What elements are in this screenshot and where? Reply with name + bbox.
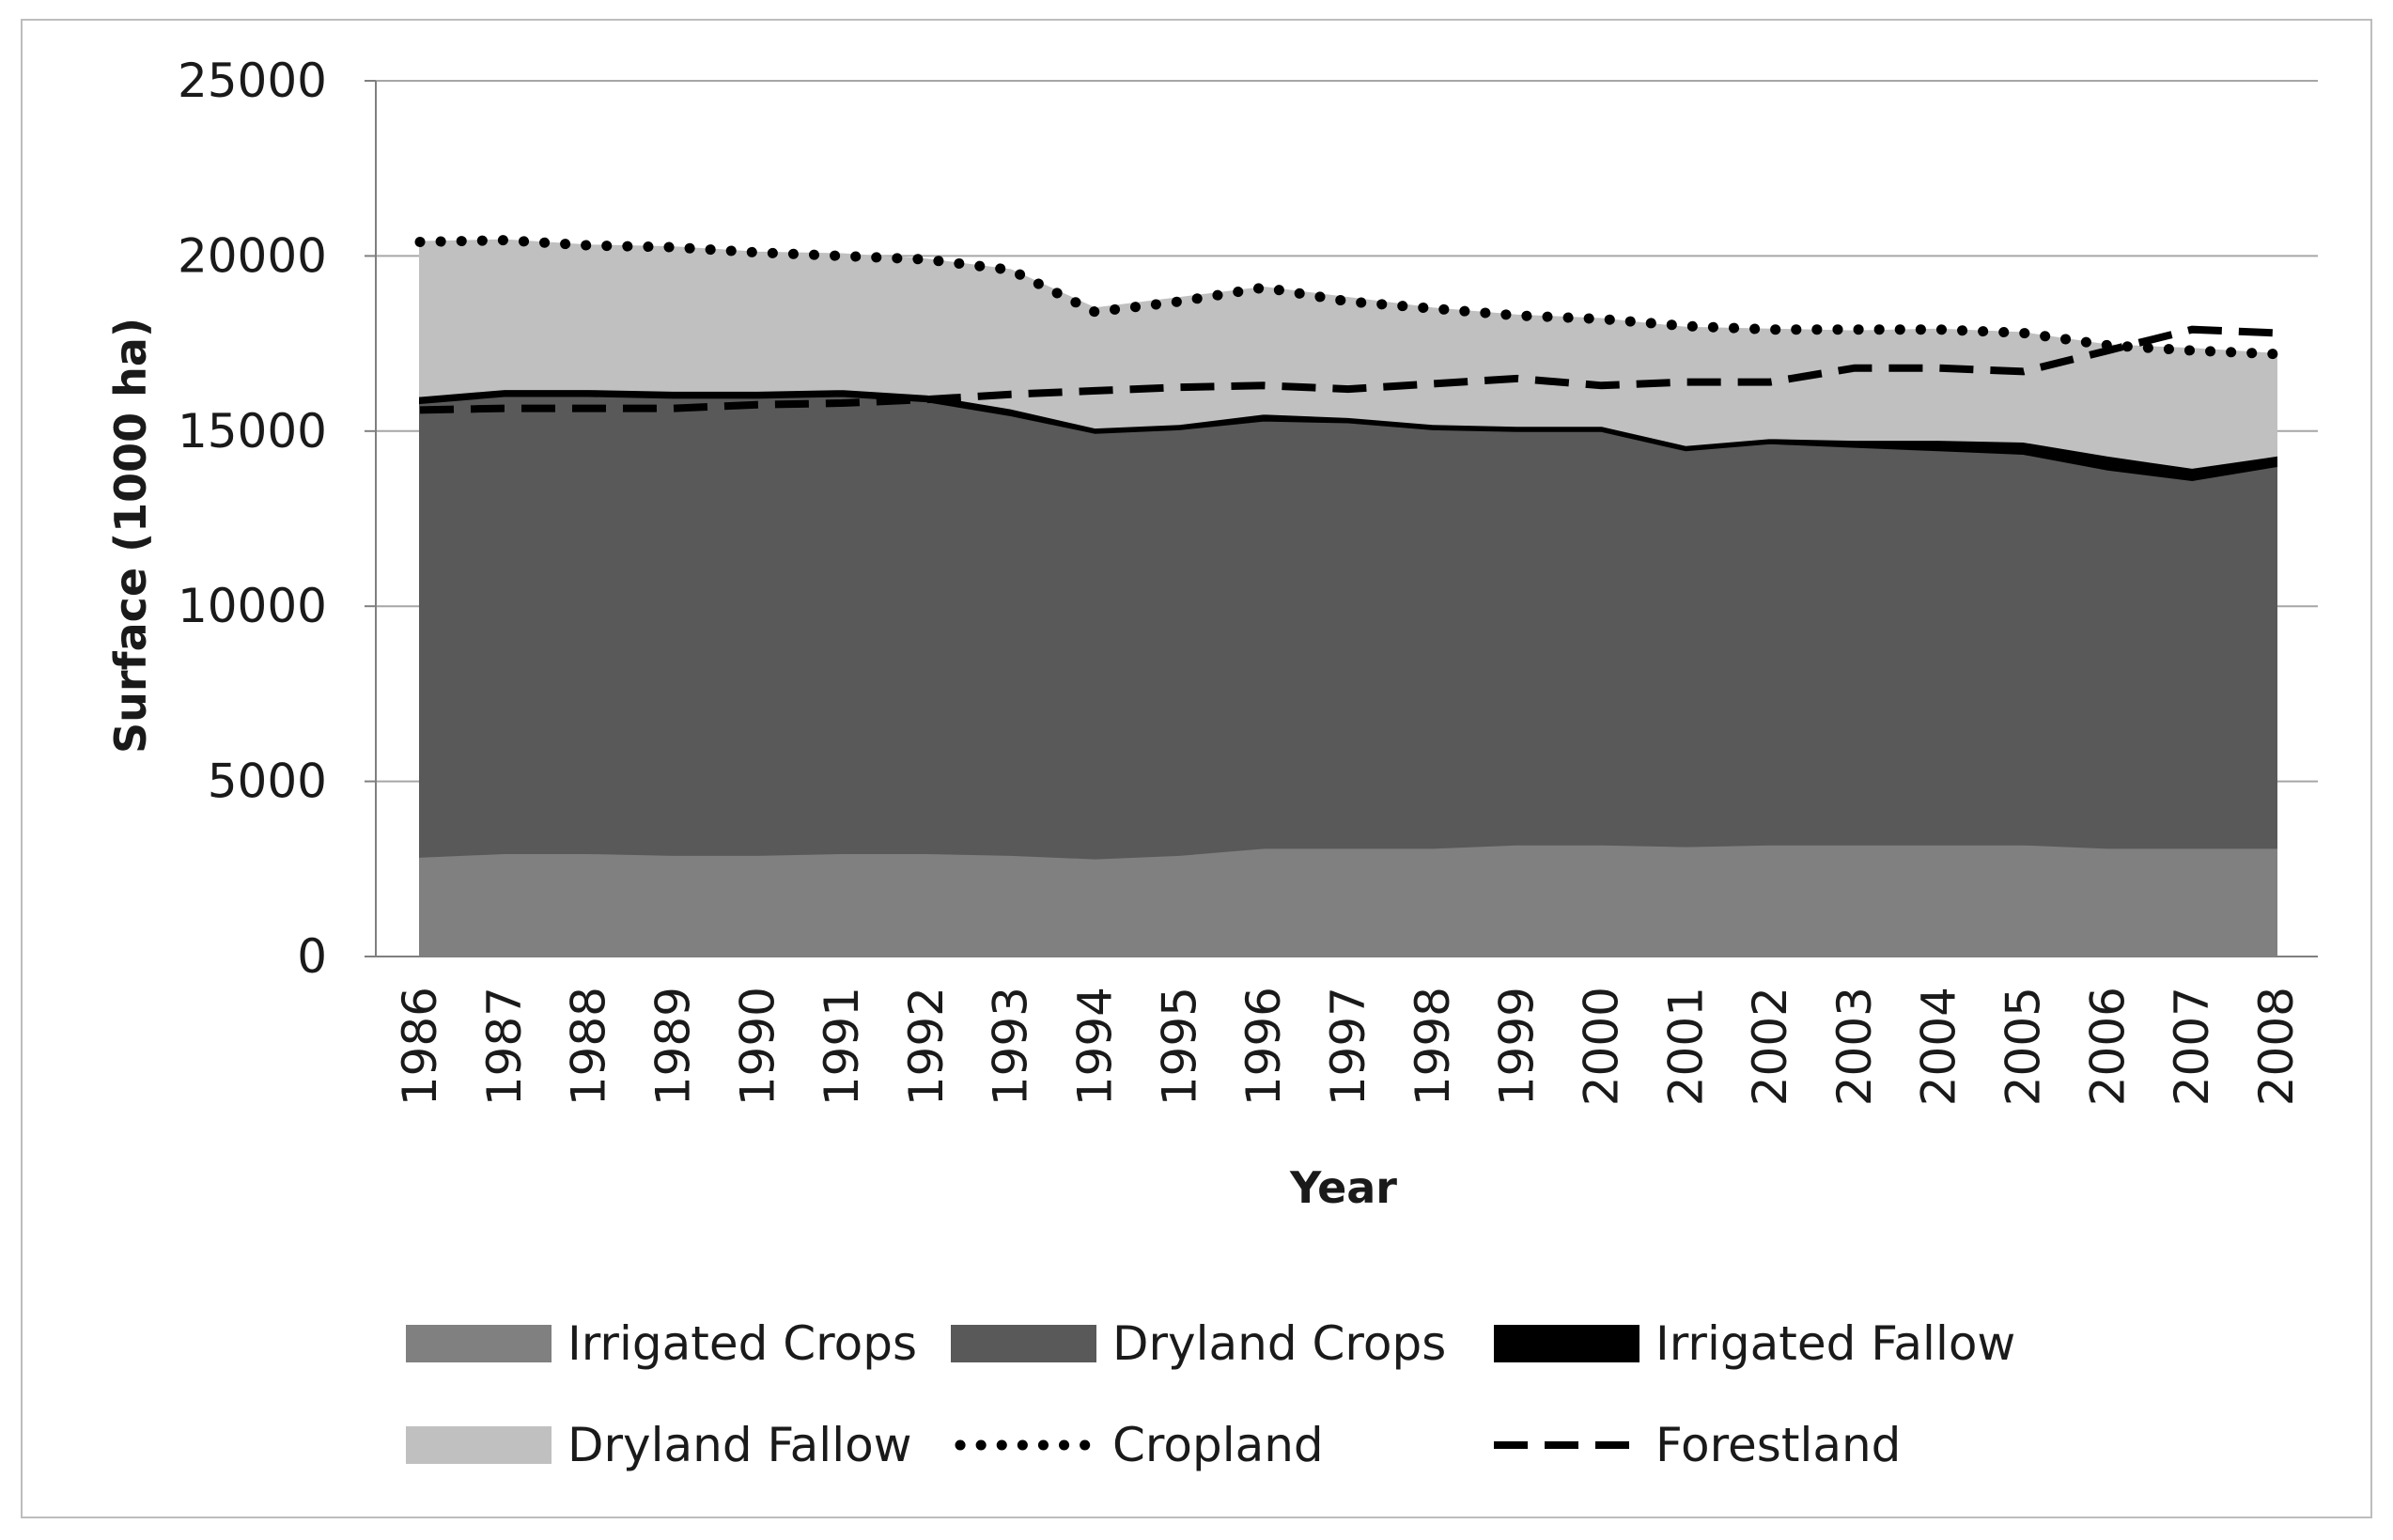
legend-swatch-dryland-crops xyxy=(951,1325,1096,1362)
legend-item-irrigated-crops: Irrigated Crops xyxy=(406,1316,917,1371)
x-tick-label-1998: 1998 xyxy=(1406,987,1460,1106)
x-tick-label-1993: 1993 xyxy=(984,987,1038,1106)
x-tick-label-1995: 1995 xyxy=(1152,987,1206,1106)
x-tick-label-2001: 2001 xyxy=(1658,987,1713,1106)
line-forestland xyxy=(419,325,2277,414)
x-tick-label-1999: 1999 xyxy=(1490,987,1545,1106)
line-cropland xyxy=(414,235,2282,360)
x-tick-label-1989: 1989 xyxy=(646,987,701,1106)
x-tick-label-2006: 2006 xyxy=(2080,987,2135,1106)
legend-swatch-irrigated-crops xyxy=(406,1325,552,1362)
legend-swatch-dryland-fallow xyxy=(406,1426,552,1464)
x-tick-label-2000: 2000 xyxy=(1575,987,1629,1106)
x-tick-label-1996: 1996 xyxy=(1236,987,1291,1106)
x-axis-title: Year xyxy=(1289,1162,1397,1213)
legend: Irrigated Crops Dryland Crops Irrigated Fa… xyxy=(406,1316,2015,1472)
area-dryland-crops xyxy=(419,395,2277,860)
x-tick-label-1987: 1987 xyxy=(477,987,532,1106)
x-tick-label-1992: 1992 xyxy=(899,987,954,1106)
legend-item-dryland-fallow: Dryland Fallow xyxy=(406,1418,912,1472)
x-tick-label-1994: 1994 xyxy=(1068,987,1123,1106)
y-tick-label-25000: 25000 xyxy=(178,54,327,108)
legend-label-cropland: Cropland xyxy=(1112,1418,1324,1472)
x-tick-label-1991: 1991 xyxy=(815,987,869,1106)
legend-item-forestland: Forestland xyxy=(1494,1418,1901,1472)
x-tick-label-2005: 2005 xyxy=(1997,987,2051,1106)
legend-label-irrigated-fallow: Irrigated Fallow xyxy=(1655,1316,2015,1371)
chart-frame xyxy=(21,19,2372,1518)
legend-label-dryland-fallow: Dryland Fallow xyxy=(567,1418,912,1472)
x-tick-label-1988: 1988 xyxy=(562,987,616,1106)
stacked-areas xyxy=(419,239,2277,957)
axes xyxy=(365,80,2318,957)
x-tick-label-2003: 2003 xyxy=(1827,987,1882,1106)
line-series xyxy=(414,235,2282,414)
y-axis-title: Surface (1000 ha) xyxy=(105,318,156,754)
legend-item-irrigated-fallow: Irrigated Fallow xyxy=(1494,1316,2015,1371)
x-tick-label-2008: 2008 xyxy=(2249,987,2304,1106)
legend-label-forestland: Forestland xyxy=(1655,1418,1901,1472)
legend-item-cropland: Cropland xyxy=(955,1418,1324,1472)
legend-item-dryland-crops: Dryland Crops xyxy=(951,1316,1446,1371)
tick-labels: 0 5000 10000 15000 20000 25000 1986 1987 1988 198… xyxy=(178,54,2304,1106)
x-tick-label-1990: 1990 xyxy=(730,987,785,1106)
y-tick-label-10000: 10000 xyxy=(178,579,327,633)
y-tick-label-0: 0 xyxy=(297,929,327,984)
x-tick-label-2007: 2007 xyxy=(2165,987,2219,1106)
y-tick-label-15000: 15000 xyxy=(178,404,327,459)
area-dryland-fallow xyxy=(419,239,2277,469)
y-tick-label-5000: 5000 xyxy=(208,754,327,809)
legend-label-irrigated-crops: Irrigated Crops xyxy=(567,1316,917,1371)
x-tick-label-1997: 1997 xyxy=(1321,987,1375,1106)
y-tick-label-20000: 20000 xyxy=(178,228,327,283)
x-tick-label-2004: 2004 xyxy=(1912,987,1966,1106)
legend-label-dryland-crops: Dryland Crops xyxy=(1112,1316,1446,1371)
x-tick-label-1986: 1986 xyxy=(393,987,447,1106)
x-tick-label-2002: 2002 xyxy=(1743,987,1797,1106)
area-irrigated-crops xyxy=(419,843,2277,957)
legend-swatch-irrigated-fallow xyxy=(1494,1325,1639,1362)
